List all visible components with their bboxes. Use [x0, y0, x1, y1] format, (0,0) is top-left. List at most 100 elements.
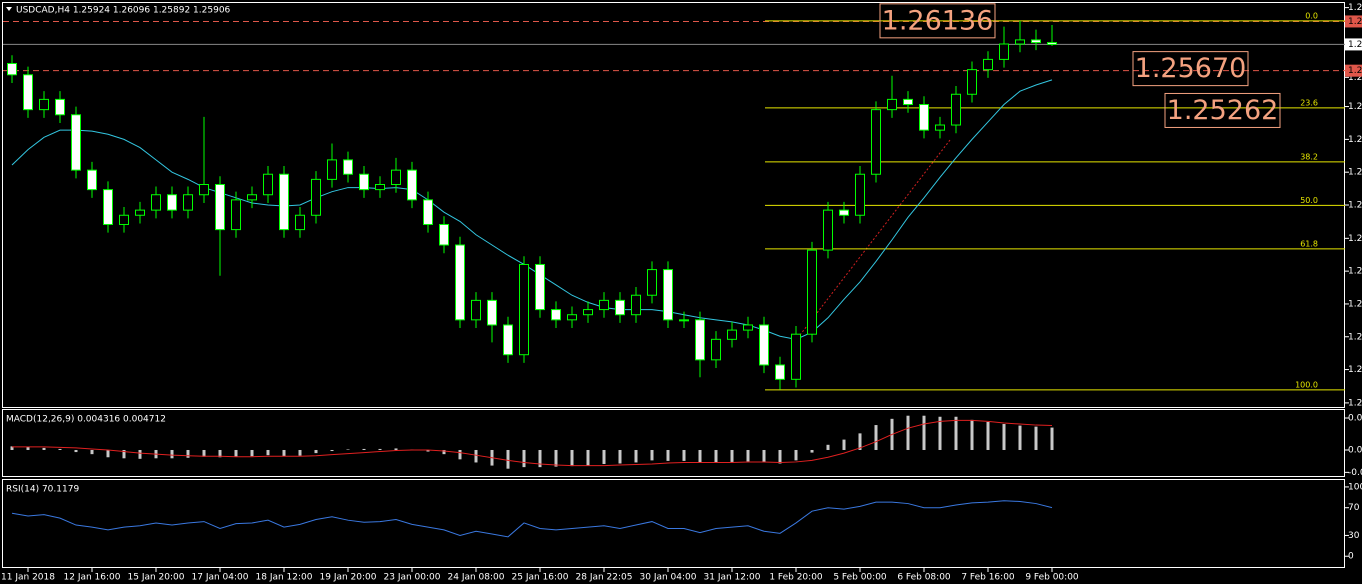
macd-bar [218, 449, 222, 458]
candle-body [423, 199, 433, 225]
y-tick-label: 1.24340 [1348, 201, 1362, 211]
candle-body [391, 169, 401, 185]
candle-body [39, 98, 49, 111]
macd-bar [186, 449, 190, 458]
candle-body [791, 333, 801, 380]
candle-body [103, 189, 113, 225]
macd-bar [970, 419, 974, 450]
macd-bar [682, 449, 686, 461]
annotation-box [1164, 92, 1281, 128]
candle-body [439, 223, 449, 246]
candle-body [631, 294, 641, 316]
macd-bar [106, 449, 110, 458]
candle-body [471, 299, 481, 321]
x-tick-label: 25 Jan 16:00 [512, 573, 569, 583]
x-tick-label: 23 Jan 00:00 [384, 573, 441, 583]
candle-body [327, 159, 337, 180]
macd-bar [26, 446, 30, 450]
candle-body [1015, 39, 1025, 45]
y-tick-label: 1.25585 [1348, 73, 1362, 83]
candle-body [199, 183, 209, 196]
x-tick-label: 12 Jan 16:00 [64, 573, 121, 583]
macd-bar [954, 416, 958, 450]
price-line-box [1345, 15, 1362, 28]
last-price-label: 1.25906 [1348, 40, 1362, 50]
macd-bar [842, 439, 846, 450]
macd-bar [170, 449, 174, 459]
x-tick-label: 24 Jan 08:00 [448, 573, 505, 583]
macd-bar [362, 448, 366, 450]
macd-bar [602, 449, 606, 465]
y-tick-label: 0.00 [1348, 445, 1362, 455]
macd-title: MACD(12,26,9) 0.004316 0.004712 [6, 415, 166, 425]
candle-body [871, 109, 881, 175]
macd-bar [1034, 426, 1038, 450]
candle-body [87, 169, 97, 191]
candle-body [551, 309, 561, 321]
macd-bar [746, 449, 750, 462]
signal-line [12, 419, 1053, 467]
y-tick-label: 1.23695 [1348, 267, 1362, 277]
x-tick-label: 17 Jan 04:00 [192, 573, 249, 583]
macd-bar [42, 447, 46, 450]
x-tick-label: 15 Jan 20:00 [128, 573, 185, 583]
macd-bar [266, 449, 270, 456]
macd-bar [122, 449, 126, 459]
candle-body [135, 209, 145, 216]
macd-panel [2, 409, 1345, 477]
candle-body [183, 194, 193, 211]
candle-body [247, 194, 257, 201]
candle-body [279, 173, 289, 231]
candle-body [919, 104, 929, 131]
macd-bar [586, 449, 590, 466]
y-tick-label: 70 [1348, 503, 1360, 513]
candle-body [711, 338, 721, 361]
macd-bar [986, 421, 990, 450]
candle-body [1047, 42, 1057, 45]
candle-body [823, 209, 833, 251]
symbol-menu-icon [6, 7, 12, 11]
candle-body [167, 194, 177, 211]
macd-bar [922, 415, 926, 450]
macd-bar [458, 449, 462, 460]
y-tick-label: 0.00616 [1348, 413, 1362, 423]
annotation-label: 1.25262 [1167, 95, 1279, 126]
price-line-label: 1.26130 [1348, 17, 1362, 27]
annotation-label: 1.25670 [1135, 53, 1247, 84]
values-line [11, 500, 1053, 538]
candle-body [775, 364, 785, 380]
candle-body [55, 98, 65, 116]
candle-body [615, 299, 625, 316]
candle-body [647, 269, 657, 296]
candle-body [23, 74, 33, 111]
y-tick-label: 1.25300 [1348, 102, 1362, 112]
macd-bar [378, 448, 382, 450]
macd-bar [138, 449, 142, 459]
price-line-label: 1.25650 [1348, 66, 1362, 76]
macd-bar [554, 449, 558, 467]
candle-body [839, 209, 849, 216]
candle-body [215, 183, 225, 231]
candle-body [583, 309, 593, 316]
macd-bar [330, 449, 334, 452]
macd-bar [314, 449, 318, 454]
candle-body [807, 249, 817, 335]
candle-body [695, 319, 705, 361]
candle-body [407, 169, 417, 201]
candle-body [567, 314, 577, 321]
y-tick-label: 1.24015 [1348, 234, 1362, 244]
candle-body [487, 299, 497, 326]
macd-bar [1018, 425, 1022, 450]
x-tick-label: 1 Feb 20:00 [769, 573, 823, 583]
candle-body [743, 324, 753, 331]
annotation-label: 1.26136 [882, 5, 994, 36]
y-tick-label: 30 [1348, 531, 1360, 541]
macd-bar [346, 449, 350, 450]
fib-label: 38.2 [1300, 152, 1318, 161]
macd-bar [282, 449, 286, 457]
macd-bar [762, 449, 766, 463]
candle-body [759, 324, 769, 366]
candle-body [855, 173, 865, 216]
x-tick-label: 7 Feb 16:00 [961, 573, 1015, 583]
macd-bar [858, 433, 862, 450]
